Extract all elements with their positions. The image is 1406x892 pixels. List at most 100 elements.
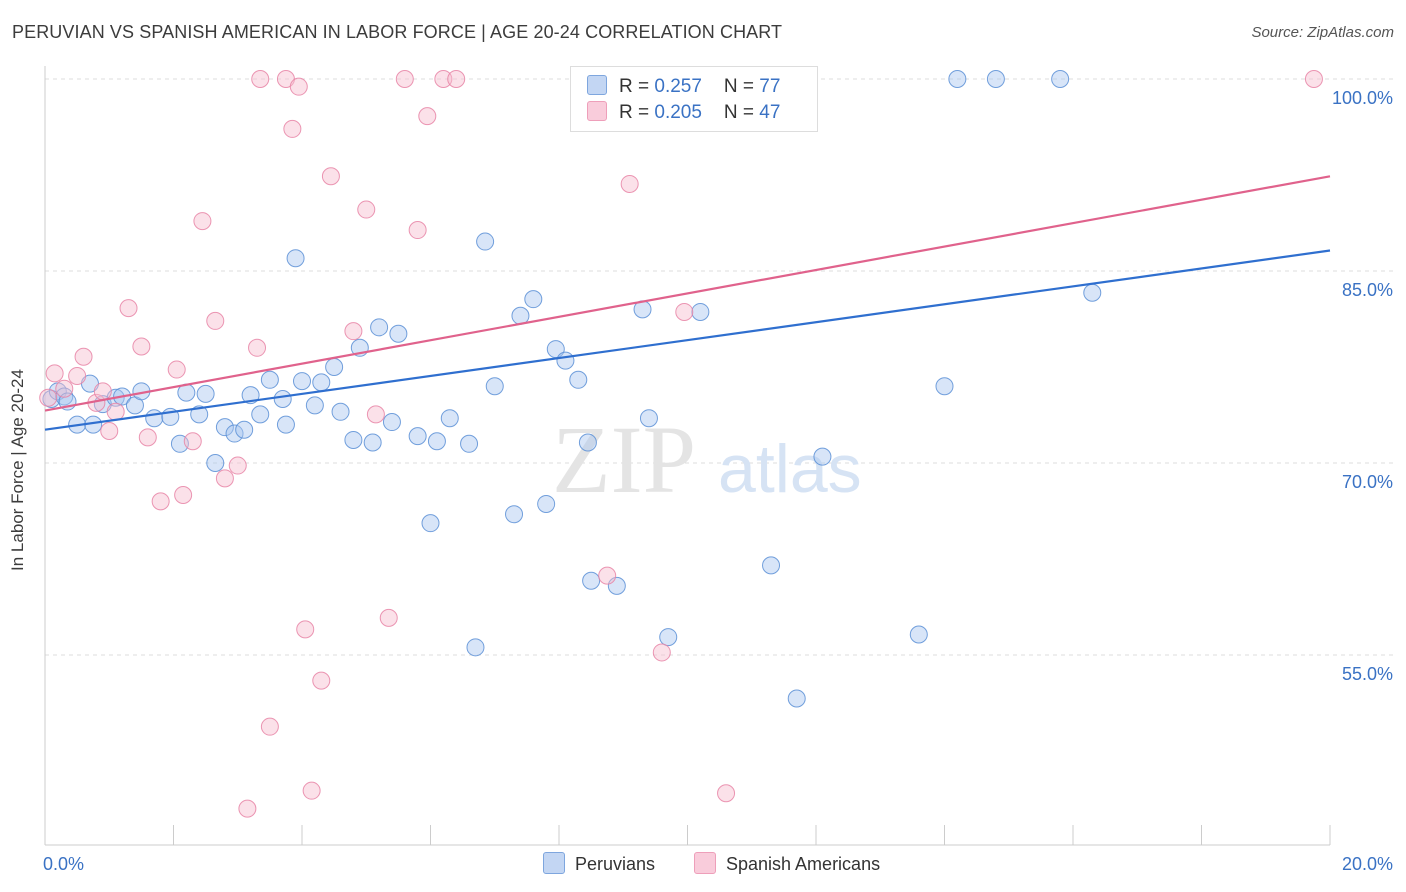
data-point <box>556 351 575 370</box>
data-point <box>582 571 601 590</box>
axes <box>44 66 1331 846</box>
data-point <box>283 119 302 138</box>
data-point <box>276 415 295 434</box>
trend-line <box>44 175 1331 412</box>
legend-swatch-spanish-americans <box>587 101 607 121</box>
legend-n-value: 77 <box>759 76 781 97</box>
trend-line <box>44 249 1331 431</box>
points-spanish-americans <box>39 70 1323 818</box>
data-point <box>235 420 254 439</box>
legend-r-value: 0.205 <box>654 102 702 123</box>
data-point <box>652 643 671 662</box>
data-point <box>293 372 311 391</box>
data-point <box>193 212 212 231</box>
data-point <box>260 370 279 389</box>
data-point <box>395 70 414 88</box>
data-point <box>598 566 617 585</box>
chart-title: PERUVIAN VS SPANISH AMERICAN IN LABOR FO… <box>12 22 783 42</box>
data-point <box>505 505 524 524</box>
data-point <box>691 302 710 321</box>
watermark-zip: ZIP <box>552 406 696 513</box>
data-point <box>485 377 504 396</box>
data-point <box>45 364 64 383</box>
points-peruvians <box>42 70 1102 708</box>
data-point <box>248 338 267 357</box>
data-point <box>238 799 257 818</box>
data-point <box>331 402 350 421</box>
data-point <box>312 373 331 392</box>
data-point <box>421 514 440 533</box>
data-point <box>302 781 321 800</box>
data-point <box>935 377 954 396</box>
legend-r-label: R = <box>619 76 655 97</box>
data-point <box>289 77 308 96</box>
data-point <box>174 486 193 504</box>
data-point <box>273 390 292 408</box>
bottom-legend-swatch-spanish-americans <box>694 852 716 874</box>
data-point <box>379 608 398 627</box>
bottom-legend: Peruvians Spanish Americans <box>0 852 1406 876</box>
data-point <box>408 427 427 446</box>
watermark-atlas: atlas <box>718 431 862 507</box>
data-point <box>578 433 597 452</box>
data-point <box>138 428 157 447</box>
watermark: ZIP atlas <box>552 406 862 513</box>
data-point <box>382 413 401 432</box>
data-point <box>305 396 324 415</box>
grid-lines <box>45 78 1395 656</box>
data-point <box>675 302 694 321</box>
data-point <box>363 433 382 452</box>
x-tick-label: 20.0% <box>1342 854 1393 874</box>
legend-n-label: N = <box>723 102 760 123</box>
data-point <box>74 347 93 366</box>
data-point <box>366 405 385 424</box>
data-point <box>225 424 244 443</box>
data-point <box>286 249 305 268</box>
bottom-legend-swatch-peruvians <box>543 852 565 874</box>
bottom-legend-label-peruvians: Peruvians <box>575 854 656 874</box>
y-tick-label: 55.0% <box>1342 664 1393 684</box>
data-point <box>132 337 151 356</box>
data-point <box>639 409 658 428</box>
source-label: Source: ZipAtlas.com <box>1251 24 1394 41</box>
legend-swatch-peruvians <box>587 75 607 95</box>
data-point <box>418 107 437 126</box>
data-point <box>909 625 928 644</box>
data-point <box>312 671 331 690</box>
trend-lines <box>44 175 1331 431</box>
data-point <box>659 628 678 647</box>
data-point <box>206 311 225 330</box>
data-point <box>260 717 279 736</box>
data-point <box>447 70 466 88</box>
data-point <box>1083 283 1102 302</box>
legend-r-value: 0.257 <box>654 76 702 97</box>
data-point <box>100 422 119 440</box>
tick-labels: 100.0% 85.0% 70.0% 55.0% 0.0% 20.0% <box>43 88 1393 874</box>
bottom-legend-spanish-americans: Spanish Americans <box>694 852 880 875</box>
legend-row-spanish-americans: R = 0.205 N = 47 <box>587 101 780 125</box>
data-point <box>196 384 215 403</box>
data-point <box>55 379 74 398</box>
data-point <box>537 494 556 513</box>
bottom-legend-label-spanish-americans: Spanish Americans <box>726 854 881 874</box>
bottom-legend-peruvians: Peruvians <box>543 852 655 875</box>
x-tick-label: 0.0% <box>43 854 84 874</box>
legend-n-value: 47 <box>759 102 781 123</box>
data-point <box>389 324 408 343</box>
data-point <box>106 402 125 421</box>
data-point <box>787 689 806 708</box>
data-point <box>344 430 363 449</box>
data-point <box>813 447 832 466</box>
legend-n-label: N = <box>723 76 760 97</box>
data-point <box>569 370 588 389</box>
data-point <box>717 784 736 803</box>
legend-r-label: R = <box>619 102 655 123</box>
data-point <box>762 556 781 575</box>
data-point <box>251 70 270 88</box>
data-point <box>93 382 112 401</box>
data-point <box>151 492 170 511</box>
data-point <box>357 200 376 219</box>
data-point <box>55 387 74 406</box>
data-point <box>427 432 446 451</box>
legend: R = 0.257 N = 77 R = 0.205 N = 47 <box>570 66 818 132</box>
